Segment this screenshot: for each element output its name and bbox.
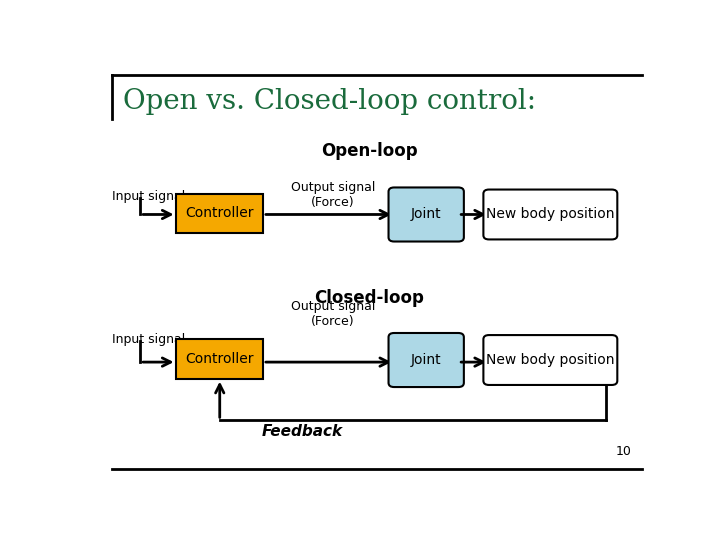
Text: Closed-loop: Closed-loop (314, 289, 424, 307)
FancyBboxPatch shape (389, 333, 464, 387)
Text: New body position: New body position (486, 207, 615, 221)
FancyBboxPatch shape (176, 194, 263, 233)
Text: 10: 10 (616, 445, 631, 458)
Text: Joint: Joint (411, 207, 441, 221)
Text: Output signal
(Force): Output signal (Force) (291, 181, 375, 209)
Text: Open vs. Closed-loop control:: Open vs. Closed-loop control: (124, 87, 536, 114)
Text: New body position: New body position (486, 353, 615, 367)
Text: Feedback: Feedback (261, 424, 343, 440)
Text: Open-loop: Open-loop (320, 141, 418, 160)
Text: Output signal
(Force): Output signal (Force) (291, 300, 375, 328)
Text: Joint: Joint (411, 353, 441, 367)
Text: Controller: Controller (186, 352, 254, 366)
FancyBboxPatch shape (483, 190, 617, 239)
Text: Input signal: Input signal (112, 190, 186, 202)
FancyBboxPatch shape (483, 335, 617, 385)
Text: Controller: Controller (186, 206, 254, 220)
FancyBboxPatch shape (389, 187, 464, 241)
Text: Input signal: Input signal (112, 333, 186, 346)
FancyBboxPatch shape (176, 339, 263, 379)
